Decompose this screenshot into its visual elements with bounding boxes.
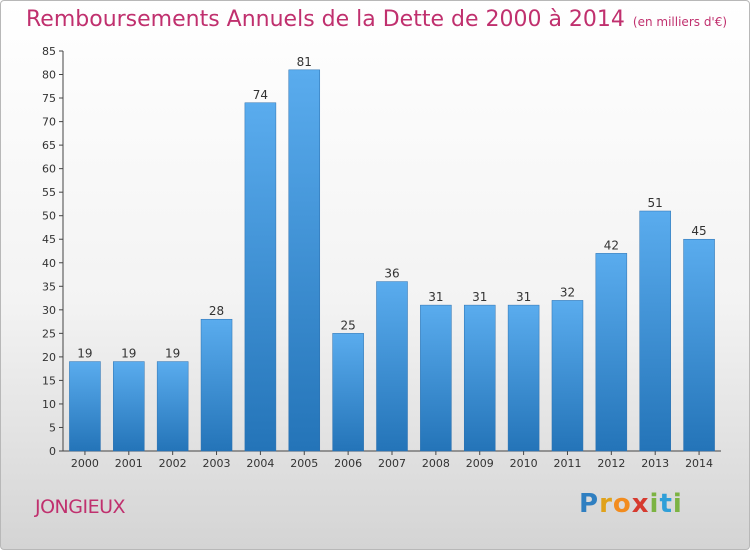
bar-2002 — [156, 361, 189, 452]
y-tick-label: 60 — [42, 163, 56, 176]
bar-2003 — [200, 318, 233, 452]
y-tick-label: 35 — [42, 280, 56, 293]
bar-2000 — [69, 361, 101, 452]
y-tick-label: 70 — [42, 116, 56, 129]
y-tick-label: 15 — [42, 374, 56, 387]
bar-2010 — [507, 304, 540, 452]
y-tick-label: 40 — [42, 257, 56, 270]
bar-value-label: 74 — [253, 88, 268, 102]
x-tick-label: 2007 — [378, 457, 406, 470]
x-tick-label: 2012 — [597, 457, 625, 470]
y-tick-label: 5 — [49, 421, 56, 434]
chart-subtitle: (en milliers d'€) — [632, 15, 728, 29]
y-tick-label: 45 — [42, 233, 56, 246]
bar-value-label: 19 — [77, 347, 92, 361]
proxiti-logo: Proxiti — [579, 489, 683, 519]
x-tick-label: 2001 — [115, 457, 143, 470]
bar-2004 — [244, 102, 277, 452]
bar-value-label: 32 — [560, 285, 575, 299]
bar-value-label: 31 — [472, 290, 487, 304]
y-tick-label: 50 — [42, 210, 56, 223]
y-tick-label: 65 — [42, 139, 56, 152]
y-tick-label: 75 — [42, 92, 56, 105]
bar-2011 — [551, 300, 584, 452]
bar-2014 — [683, 238, 715, 452]
y-tick-label: 25 — [42, 327, 56, 340]
bar-2013 — [639, 210, 671, 452]
bar-2009 — [463, 304, 496, 452]
bar-2001 — [113, 361, 145, 452]
bar-2005 — [288, 69, 321, 452]
bar-value-label: 42 — [604, 238, 619, 252]
y-tick-label: 10 — [42, 398, 56, 411]
x-tick-label: 2002 — [159, 457, 187, 470]
bar-2012 — [595, 253, 628, 452]
y-tick-label: 30 — [42, 304, 56, 317]
chart-title: Remboursements Annuels de la Dette de 20… — [26, 7, 727, 32]
x-tick-label: 2006 — [334, 457, 362, 470]
bar-2006 — [332, 333, 364, 452]
chart-title-text: Remboursements Annuels de la Dette de 20… — [26, 7, 625, 32]
bar-value-label: 81 — [297, 55, 312, 69]
bar-value-label: 19 — [165, 347, 180, 361]
bar-value-label: 31 — [516, 290, 531, 304]
x-tick-label: 2000 — [71, 457, 99, 470]
x-tick-label: 2003 — [203, 457, 231, 470]
x-tick-label: 2004 — [246, 457, 274, 470]
x-tick-label: 2013 — [641, 457, 669, 470]
y-tick-label: 20 — [42, 351, 56, 364]
x-tick-label: 2008 — [422, 457, 450, 470]
x-tick-label: 2005 — [290, 457, 318, 470]
x-tick-label: 2014 — [685, 457, 713, 470]
x-tick-label: 2010 — [510, 457, 538, 470]
y-tick-label: 55 — [42, 186, 56, 199]
bar-value-label: 19 — [121, 347, 136, 361]
y-tick-label: 80 — [42, 69, 56, 82]
y-tick-label: 0 — [49, 445, 56, 458]
x-tick-label: 2011 — [553, 457, 581, 470]
bar-value-label: 45 — [691, 224, 706, 238]
bar-value-label: 31 — [428, 290, 443, 304]
bar-2008 — [420, 304, 452, 452]
bar-value-label: 36 — [384, 267, 399, 281]
bar-value-label: 25 — [340, 318, 355, 332]
commune-name: JONGIEUX — [35, 496, 126, 518]
y-tick-label: 85 — [42, 45, 56, 58]
bar-value-label: 51 — [648, 196, 663, 210]
bar-value-label: 28 — [209, 304, 224, 318]
bar-2007 — [376, 281, 408, 452]
x-tick-label: 2009 — [466, 457, 494, 470]
